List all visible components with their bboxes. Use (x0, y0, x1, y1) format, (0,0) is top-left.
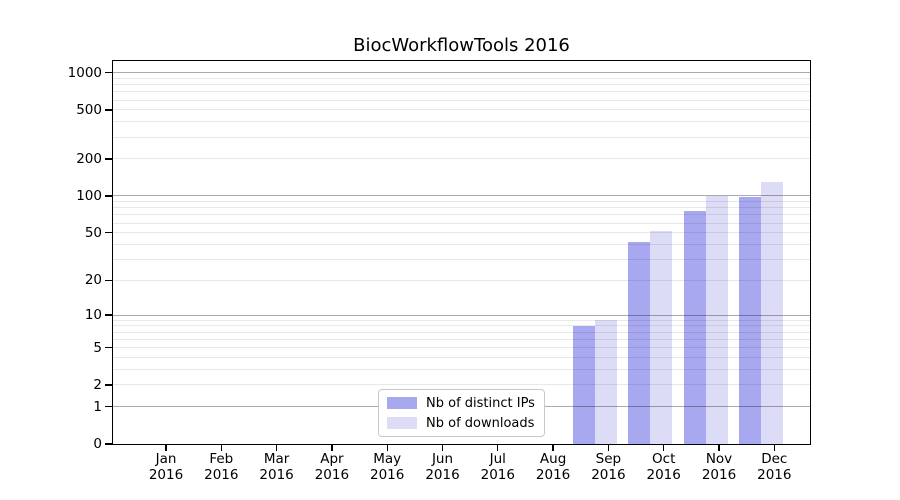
x-tick-mark-jun (441, 445, 444, 451)
gridline-major-10 (113, 314, 810, 316)
gridline-minor-60 (113, 222, 810, 224)
gridline-major-100 (113, 195, 810, 197)
x-tick-mark-jul (497, 445, 499, 451)
x-tick-label-jun: Jun 2016 (425, 451, 460, 483)
y-tick-label-100: 100 (76, 187, 102, 204)
bar-dec-ips (738, 197, 761, 444)
y-tick-mark-5 (105, 347, 112, 349)
gridline-minor-6 (113, 338, 810, 340)
legend-swatch-distinct-ips (387, 397, 417, 409)
x-tick-mark-mar (275, 445, 278, 451)
y-tick-label-5: 5 (93, 339, 102, 356)
y-tick-mark-20 (105, 279, 112, 281)
y-tick-label-20: 20 (84, 272, 102, 289)
gridline-minor-7 (113, 331, 810, 333)
x-tick-mark-oct (663, 445, 665, 451)
x-tick-mark-feb (220, 445, 222, 451)
gridline-minor-20 (113, 279, 810, 281)
legend: Nb of distinct IPs Nb of downloads (378, 389, 545, 437)
y-tick-label-50: 50 (84, 224, 102, 241)
gridline-minor-700 (113, 91, 810, 93)
x-tick-mark-jan (165, 445, 167, 451)
gridline-minor-800 (113, 84, 810, 86)
gridline-minor-3 (113, 368, 810, 370)
x-tick-mark-dec (773, 445, 775, 451)
y-tick-label-200: 200 (76, 150, 102, 167)
gridline-minor-5 (113, 347, 810, 349)
gridline-minor-400 (113, 121, 810, 123)
y-tick-label-0: 0 (93, 436, 102, 452)
x-tick-label-nov: Nov 2016 (701, 451, 737, 483)
bar-sep-ips (572, 325, 595, 444)
gridline-major-1000 (113, 72, 810, 74)
gridline-minor-2 (113, 384, 810, 386)
y-tick-label-1000: 1000 (67, 64, 102, 81)
y-tick-label-2: 2 (93, 376, 102, 393)
gridline-minor-30 (113, 258, 810, 260)
gridline-minor-50 (113, 232, 810, 234)
x-tick-mark-sep (607, 445, 610, 451)
gridline-minor-4 (113, 356, 810, 358)
y-tick-mark-1000 (105, 72, 112, 74)
legend-label-distinct-ips: Nb of distinct IPs (426, 395, 535, 411)
x-tick-mark-apr (331, 445, 333, 451)
plot-area (112, 60, 811, 445)
bars-layer (113, 61, 810, 444)
x-tick-label-sep: Sep 2016 (591, 451, 626, 483)
gridline-minor-200 (113, 158, 810, 160)
bar-oct-downloads (650, 230, 673, 444)
y-tick-mark-2 (105, 384, 112, 386)
legend-item-downloads: Nb of downloads (387, 416, 536, 431)
y-tick-mark-50 (105, 232, 112, 234)
x-tick-label-oct: Oct 2016 (646, 451, 681, 483)
x-tick-mark-aug (552, 445, 554, 451)
y-tick-mark-1 (105, 406, 112, 408)
x-tick-label-mar: Mar 2016 (259, 451, 294, 483)
x-tick-label-may: May 2016 (370, 451, 405, 483)
legend-item-distinct-ips: Nb of distinct IPs (387, 396, 536, 411)
gridline-minor-9 (113, 319, 810, 321)
x-tick-label-apr: Apr 2016 (314, 451, 350, 483)
legend-label-downloads: Nb of downloads (426, 415, 535, 431)
y-tick-mark-100 (105, 195, 112, 197)
x-tick-label-dec: Dec 2016 (757, 451, 792, 483)
gridline-minor-900 (113, 77, 810, 79)
y-tick-mark-500 (105, 109, 112, 111)
gridline-minor-300 (113, 136, 810, 138)
gridline-minor-500 (113, 109, 810, 111)
gridline-minor-600 (113, 99, 810, 101)
gridline-minor-80 (113, 207, 810, 209)
x-tick-label-jan: Jan 2016 (148, 451, 184, 483)
y-tick-mark-10 (105, 314, 112, 316)
x-tick-mark-nov (718, 445, 720, 451)
x-tick-label-feb: Feb 2016 (204, 451, 239, 483)
bar-nov-ips (683, 210, 706, 444)
y-tick-label-1: 1 (93, 398, 102, 415)
x-tick-mark-may (386, 445, 388, 451)
y-tick-mark-0 (105, 443, 112, 445)
gridline-minor-70 (113, 214, 810, 216)
gridline-minor-90 (113, 201, 810, 203)
gridline-minor-40 (113, 243, 810, 245)
y-tick-label-500: 500 (76, 101, 102, 118)
chart-title: BiocWorkflowTools 2016 (353, 35, 570, 56)
bar-oct-ips (628, 241, 651, 444)
bar-sep-downloads (594, 320, 617, 444)
y-tick-mark-200 (105, 158, 112, 160)
x-tick-label-jul: Jul 2016 (480, 451, 515, 483)
grid-layer (113, 61, 810, 444)
legend-swatch-downloads (387, 417, 417, 429)
x-tick-label-aug: Aug 2016 (535, 451, 571, 483)
gridline-minor-8 (113, 325, 810, 327)
y-tick-label-10: 10 (84, 307, 102, 324)
bar-nov-downloads (705, 195, 728, 444)
bar-dec-downloads (760, 181, 783, 444)
